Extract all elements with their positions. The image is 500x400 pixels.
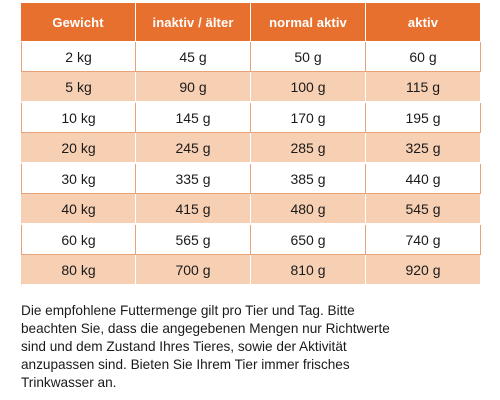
cell-inactive: 90 g: [136, 72, 251, 103]
cell-normal-active: 285 g: [251, 133, 366, 164]
cell-active: 60 g: [366, 42, 481, 72]
cell-weight: 2 kg: [21, 42, 136, 72]
header-normal-active: normal aktiv: [251, 3, 366, 42]
cell-weight: 20 kg: [21, 133, 136, 164]
table-row: 40 kg 415 g 480 g 545 g: [21, 194, 481, 225]
note-line: Die empfohlene Futtermenge gilt pro Tier…: [21, 303, 355, 318]
cell-normal-active: 100 g: [251, 72, 366, 103]
table-row: 20 kg 245 g 285 g 325 g: [21, 133, 481, 164]
table-row: 2 kg 45 g 50 g 60 g: [21, 42, 481, 72]
feeding-table: Gewicht inaktiv / älter normal aktiv akt…: [21, 3, 481, 286]
cell-active: 195 g: [366, 103, 481, 133]
cell-normal-active: 480 g: [251, 194, 366, 225]
note-line: beachten Sie, dass die angegebenen Menge…: [21, 321, 390, 336]
cell-inactive: 700 g: [136, 255, 251, 286]
cell-inactive: 245 g: [136, 133, 251, 164]
table-header-row: Gewicht inaktiv / älter normal aktiv akt…: [21, 3, 481, 42]
table-row: 5 kg 90 g 100 g 115 g: [21, 72, 481, 103]
header-weight: Gewicht: [21, 3, 136, 42]
note-line: anzupassen sind. Bieten Sie Ihrem Tier i…: [21, 357, 350, 372]
cell-weight: 30 kg: [21, 164, 136, 194]
cell-weight: 80 kg: [21, 255, 136, 286]
cell-active: 740 g: [366, 225, 481, 255]
cell-normal-active: 810 g: [251, 255, 366, 286]
cell-active: 325 g: [366, 133, 481, 164]
cell-inactive: 335 g: [136, 164, 251, 194]
table-row: 80 kg 700 g 810 g 920 g: [21, 255, 481, 286]
cell-active: 440 g: [366, 164, 481, 194]
cell-inactive: 415 g: [136, 194, 251, 225]
cell-inactive: 45 g: [136, 42, 251, 72]
feeding-note: Die empfohlene Futtermenge gilt pro Tier…: [21, 302, 491, 392]
cell-weight: 5 kg: [21, 72, 136, 103]
cell-weight: 40 kg: [21, 194, 136, 225]
cell-active: 920 g: [366, 255, 481, 286]
header-inactive: inaktiv / älter: [136, 3, 251, 42]
cell-inactive: 565 g: [136, 225, 251, 255]
cell-normal-active: 385 g: [251, 164, 366, 194]
cell-weight: 10 kg: [21, 103, 136, 133]
note-line: Trinkwasser an.: [21, 375, 117, 390]
table-row: 30 kg 335 g 385 g 440 g: [21, 164, 481, 194]
cell-normal-active: 50 g: [251, 42, 366, 72]
cell-weight: 60 kg: [21, 225, 136, 255]
table-row: 60 kg 565 g 650 g 740 g: [21, 225, 481, 255]
table-row: 10 kg 145 g 170 g 195 g: [21, 103, 481, 133]
cell-active: 545 g: [366, 194, 481, 225]
header-active: aktiv: [366, 3, 481, 42]
note-line: sind und dem Zustand Ihres Tieres, sowie…: [21, 339, 347, 354]
cell-inactive: 145 g: [136, 103, 251, 133]
feeding-table-container: Gewicht inaktiv / älter normal aktiv akt…: [21, 3, 481, 286]
cell-active: 115 g: [366, 72, 481, 103]
cell-normal-active: 170 g: [251, 103, 366, 133]
cell-normal-active: 650 g: [251, 225, 366, 255]
